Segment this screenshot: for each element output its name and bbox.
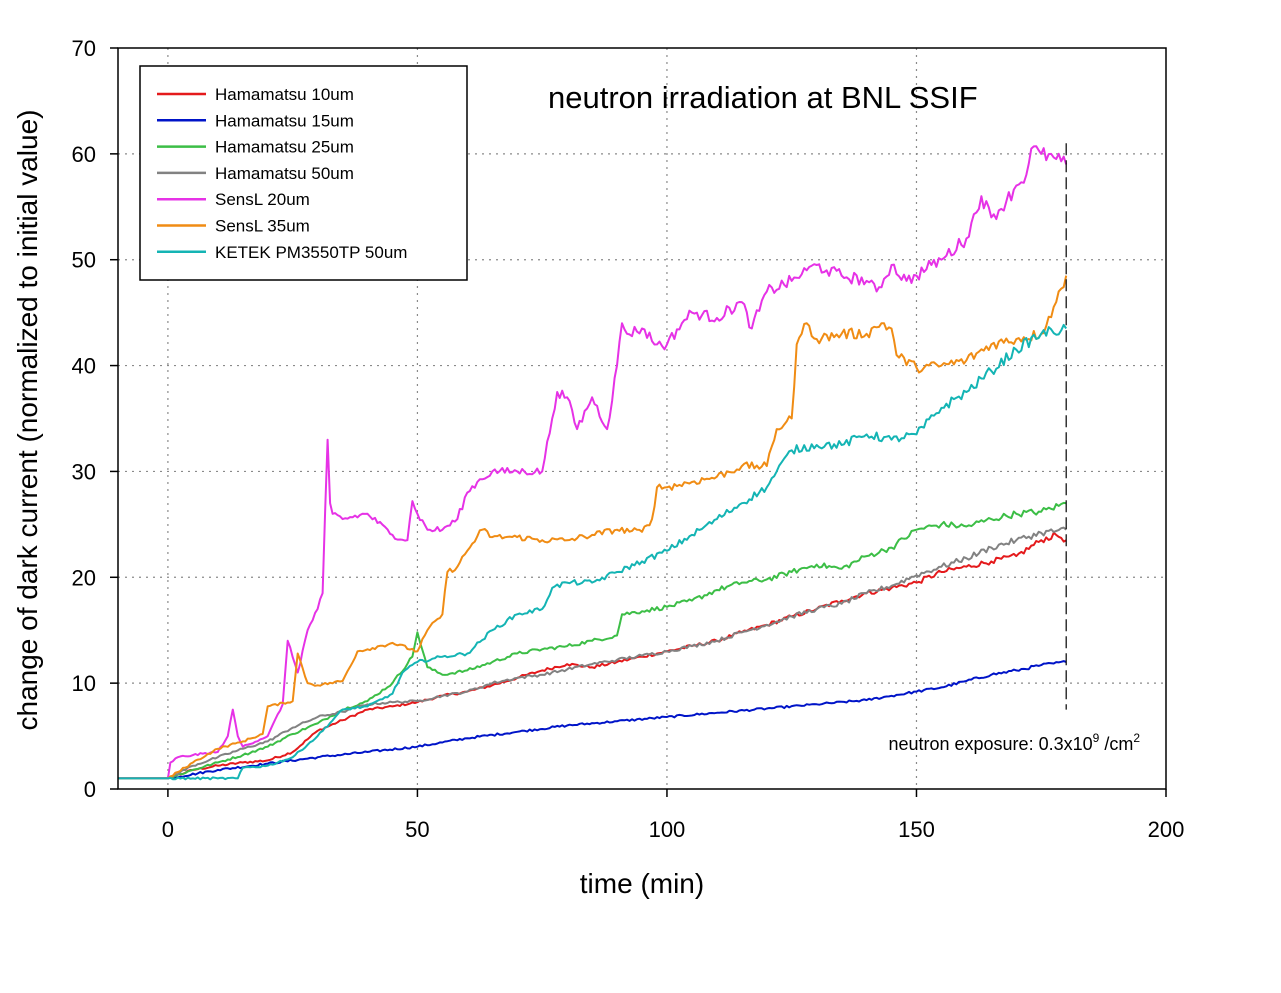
x-axis-title: time (min) xyxy=(580,868,704,899)
legend-label-3: Hamamatsu 50um xyxy=(215,164,354,183)
legend-entries: Hamamatsu 10um Hamamatsu 15um Hamamatsu 25… xyxy=(157,85,407,262)
legend-label-4: SensL 20um xyxy=(215,190,310,209)
series-line-3 xyxy=(118,526,1067,780)
y-tick-label: 70 xyxy=(72,36,96,61)
x-tick-label: 0 xyxy=(162,817,174,842)
series-line-5 xyxy=(118,275,1068,780)
exposure-annotation: neutron exposure: 0.3x109 /cm2 xyxy=(888,731,1140,754)
y-tick-label: 40 xyxy=(72,354,96,379)
y-tick-label: 0 xyxy=(84,777,96,802)
legend-label-2: Hamamatsu 25um xyxy=(215,138,354,157)
y-tick-label: 10 xyxy=(72,671,96,696)
x-tick-label: 100 xyxy=(649,817,686,842)
legend-label-6: KETEK PM3550TP 50um xyxy=(215,243,407,262)
chart-title: neutron irradiation at BNL SSIF xyxy=(548,80,978,115)
series-line-4 xyxy=(118,145,1068,780)
y-tick-label: 20 xyxy=(72,565,96,590)
legend: Hamamatsu 10um Hamamatsu 15um Hamamatsu 25… xyxy=(139,65,468,281)
series-line-6 xyxy=(118,323,1068,781)
grid-lines xyxy=(118,48,1166,789)
axis-ticks: 0 50 100 150 200 0 10 20 30 40 50 60 70 xyxy=(72,36,1185,842)
x-tick-label: 200 xyxy=(1148,817,1185,842)
x-tick-label: 150 xyxy=(898,817,935,842)
y-tick-label: 30 xyxy=(72,459,96,484)
series-lines xyxy=(118,145,1068,781)
legend-label-1: Hamamatsu 15um xyxy=(215,111,354,130)
y-tick-label: 50 xyxy=(72,248,96,273)
series-line-2 xyxy=(118,501,1067,780)
plot-frame xyxy=(117,47,1167,790)
annotation-exponent: 9 xyxy=(1093,731,1100,745)
annotation-unit: /cm xyxy=(1099,734,1133,754)
annotation-prefix: neutron exposure: 0.3x10 xyxy=(888,734,1092,754)
x-tick-label: 50 xyxy=(405,817,429,842)
legend-label-0: Hamamatsu 10um xyxy=(215,85,354,104)
y-axis-title: change of dark current (normalized to in… xyxy=(12,110,43,731)
annotation-unit-exponent: 2 xyxy=(1133,731,1140,745)
y-tick-label: 60 xyxy=(72,142,96,167)
legend-label-5: SensL 35um xyxy=(215,217,310,236)
series-line-0 xyxy=(118,531,1067,780)
